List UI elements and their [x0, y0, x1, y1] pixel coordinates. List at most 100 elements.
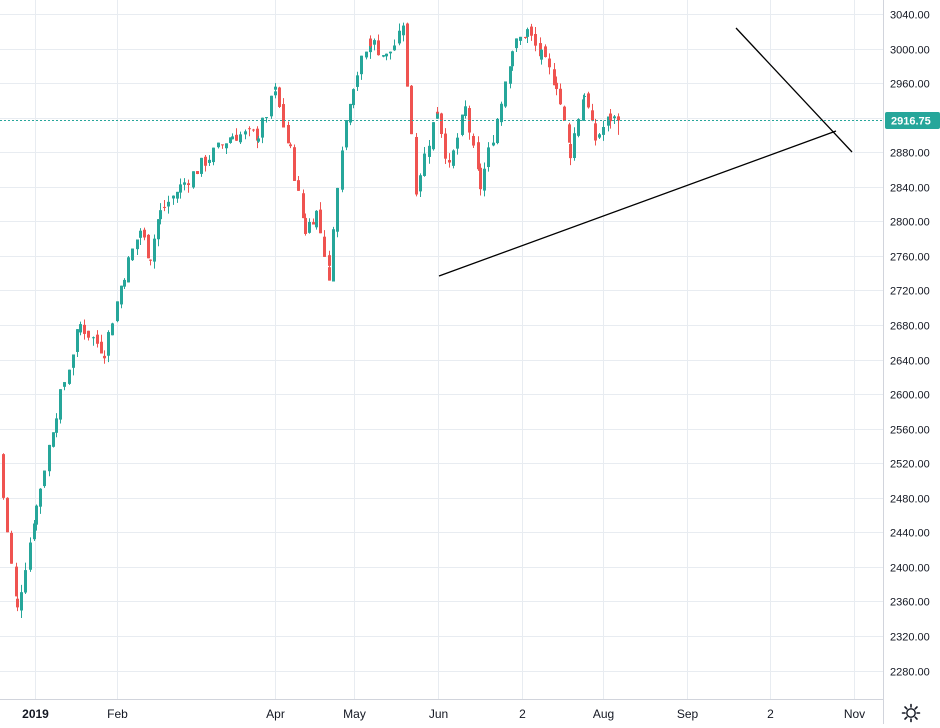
candle-body [107, 332, 110, 356]
candle-body [72, 354, 75, 368]
candle-body [248, 128, 251, 130]
candle-body [43, 470, 46, 487]
candle-body [52, 432, 55, 447]
price-tick-label: 2400.00 [890, 563, 930, 575]
candle-body [111, 323, 114, 336]
candle-body [304, 217, 307, 234]
candle-body [568, 124, 571, 143]
price-tick-label: 2560.00 [890, 425, 930, 437]
candle-body [415, 180, 418, 195]
candle-body [256, 128, 259, 141]
candle-body [39, 488, 42, 507]
time-axis[interactable]: 2019 Feb Apr May Jun 2 Aug Sep 2 Nov [0, 699, 883, 722]
price-tick-label: 2600.00 [890, 390, 930, 402]
candle-body [336, 187, 339, 232]
candle-body [143, 229, 146, 238]
candle-body [76, 329, 79, 352]
price-tick-label: 2280.00 [890, 667, 930, 679]
support-trendline[interactable] [438, 130, 837, 277]
candle-body [2, 454, 5, 498]
price-tick-label: 2320.00 [890, 632, 930, 644]
price-tick-label: 2760.00 [890, 252, 930, 264]
candle-body [534, 33, 537, 46]
candle-body [257, 138, 260, 142]
candle-body [559, 88, 562, 105]
candle-body [127, 257, 130, 283]
candle-body [591, 110, 594, 121]
trendlines [438, 27, 853, 277]
price-tick-label: 2480.00 [890, 494, 930, 506]
gear-icon[interactable] [901, 703, 921, 723]
candle-body [59, 389, 62, 420]
candle-body [440, 113, 443, 135]
candle-body [452, 150, 455, 166]
candle-body [515, 38, 518, 49]
candle-body [423, 153, 426, 176]
candle-body [100, 341, 103, 354]
candle-body [356, 75, 359, 87]
time-tick-label: 2 [519, 707, 526, 721]
candle-body [20, 592, 23, 611]
time-tick-label: Sep [677, 707, 699, 721]
candle-body [472, 135, 475, 146]
candle-body [123, 279, 126, 287]
candle-body [477, 142, 480, 170]
candle-body [10, 532, 13, 564]
candle-body [582, 99, 585, 121]
candle-body [196, 171, 199, 175]
time-tick-label: Jun [429, 707, 448, 721]
time-tick-label: 2019 [22, 707, 49, 721]
candle-body [432, 122, 435, 150]
price-tick-label: 2520.00 [890, 459, 930, 471]
candle-body [530, 26, 533, 36]
candle-body [204, 156, 207, 166]
candle-body [16, 598, 19, 608]
candle-body [139, 230, 142, 238]
candle-body [297, 180, 300, 191]
time-tick-label: Feb [107, 707, 128, 721]
candle-body [448, 160, 451, 163]
time-tick-label: Nov [844, 707, 865, 721]
candle-body [221, 144, 224, 146]
candle-body [444, 133, 447, 159]
candle-body [312, 222, 315, 225]
candle-body [617, 116, 620, 121]
candle-body [544, 46, 547, 58]
price-tick-label: 2840.00 [890, 183, 930, 195]
candle-body [136, 239, 139, 250]
candle-body [553, 69, 556, 86]
candle-body [492, 142, 495, 146]
candle-body [208, 159, 211, 163]
candle-body [96, 334, 99, 344]
candle-body [398, 30, 401, 44]
candle-body [149, 259, 152, 261]
price-tick-label: 2680.00 [890, 321, 930, 333]
price-tick-label: 2720.00 [890, 286, 930, 298]
candle-body [282, 104, 285, 128]
candle-body [187, 183, 190, 186]
candle-body [402, 25, 405, 36]
candle-body [183, 182, 186, 185]
resistance-trendline[interactable] [735, 27, 853, 153]
candle-body [217, 142, 220, 148]
chart-grid [0, 0, 883, 699]
time-tick-label: May [343, 707, 366, 721]
candle-body [464, 106, 467, 117]
candle-body [509, 66, 512, 84]
candle-body [323, 236, 326, 257]
candle-body [428, 145, 431, 157]
candle-body [120, 285, 123, 305]
candle-body [415, 136, 418, 184]
candle-body [555, 82, 558, 90]
candle-body [157, 219, 160, 240]
candle-body [103, 355, 106, 359]
candle-body [519, 36, 522, 41]
candle-body [496, 118, 499, 144]
time-tick-label: Aug [593, 707, 614, 721]
last-price-value: 2916.75 [891, 116, 931, 128]
price-axis[interactable]: 3040.003000.002960.002920.002880.002840.… [883, 0, 930, 724]
candle-body [456, 137, 459, 149]
candle-body [483, 168, 486, 191]
candle-body [278, 87, 281, 107]
